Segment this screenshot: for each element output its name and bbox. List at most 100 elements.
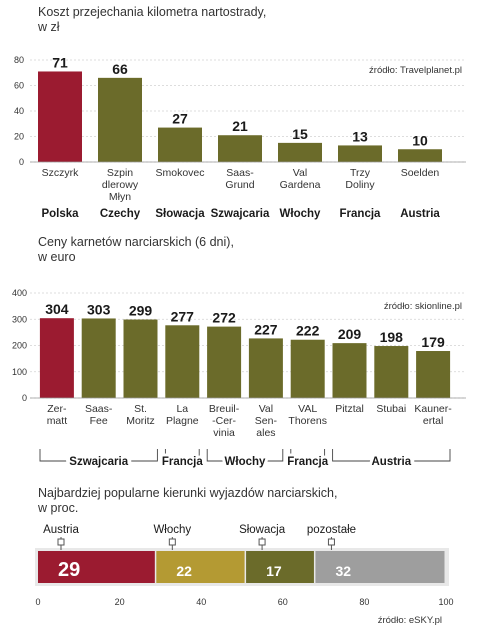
category-label-line: La (176, 403, 188, 415)
category-label: Val Sen-ales (255, 403, 278, 439)
category-label-line: Breuil- (209, 403, 240, 415)
country-label: Polska (41, 208, 79, 220)
category-label: Szpin dlerowy Młyn (102, 167, 139, 203)
category-label-line: Pitztal (335, 403, 364, 415)
category-label: Pitztal (335, 403, 364, 415)
category-label-line: Val (259, 403, 273, 415)
stack-segment (38, 551, 155, 583)
category-label-line: Stubai (376, 403, 406, 415)
group-bracket (332, 449, 451, 462)
bar (398, 149, 442, 162)
bar (248, 338, 283, 398)
stack-segment (315, 551, 445, 583)
category-label-line: -Cer- (212, 415, 236, 427)
y-tick-label: 20 (14, 132, 24, 142)
category-label-line: Smokovec (155, 167, 204, 179)
category-label-line: ales (256, 427, 275, 439)
chart-title: Koszt przejechania kilometra nartostrady… (38, 5, 266, 19)
category-label-line: Thorens (288, 415, 327, 427)
category-label-line: Moritz (126, 415, 155, 427)
pointer-marker (168, 538, 176, 546)
y-tick-label: 400 (12, 288, 27, 298)
series-label: Włochy (153, 524, 191, 536)
bar-value-label: 66 (112, 61, 128, 77)
category-label-line: Grund (225, 179, 254, 191)
country-label: Czechy (100, 208, 141, 220)
chart-source: źródło: skionline.pl (384, 301, 462, 312)
category-label-line: Sen- (255, 415, 278, 427)
segment-value-label: 29 (58, 559, 80, 581)
x-tick-label: 0 (35, 597, 40, 607)
category-label-line: Gardena (280, 179, 321, 191)
y-tick-label: 0 (19, 157, 24, 167)
group-label: Francja (287, 456, 329, 468)
category-label-line: Trzy (350, 167, 371, 179)
y-tick-label: 0 (22, 393, 27, 403)
category-label-line: Doliny (345, 179, 375, 191)
category-label: Kauner-ertal (414, 403, 452, 427)
bar-value-label: 209 (338, 326, 362, 342)
group-label: Austria (371, 456, 411, 468)
bar-value-label: 15 (292, 126, 308, 142)
y-tick-label: 100 (12, 367, 27, 377)
bar (39, 318, 74, 398)
series-label: pozostałe (307, 524, 356, 536)
chart-subtitle: w zł (37, 20, 60, 34)
category-label-line: St. (134, 403, 147, 415)
bar (332, 343, 367, 398)
bar (218, 135, 262, 162)
bar-value-label: 222 (296, 323, 320, 339)
bar-value-label: 303 (87, 301, 111, 317)
chart-subtitle: w proc. (37, 501, 78, 515)
bar (207, 326, 242, 398)
country-label: Austria (400, 208, 440, 220)
stack-segment (246, 551, 314, 583)
category-label-line: dlerowy (102, 179, 139, 191)
category-label-line: Szczyrk (42, 167, 80, 179)
segment-value-label: 17 (266, 563, 282, 579)
y-tick-label: 60 (14, 81, 24, 91)
pointer-marker (327, 538, 335, 546)
x-tick-label: 20 (115, 597, 125, 607)
category-label: Breuil--Cer-vinia (209, 403, 240, 439)
series-label: Słowacja (239, 524, 286, 536)
category-label-line: Soelden (401, 167, 440, 179)
bar-value-label: 179 (421, 334, 445, 350)
country-label: Szwajcaria (211, 208, 270, 220)
chart-subtitle: w euro (37, 250, 76, 264)
category-label: Stubai (376, 403, 406, 415)
segment-value-label: 22 (176, 563, 192, 579)
y-tick-label: 300 (12, 314, 27, 324)
country-label: Francja (340, 208, 382, 220)
series-label: Austria (43, 524, 79, 536)
bar-value-label: 27 (172, 111, 188, 127)
category-label: La Plagne (166, 403, 199, 427)
chart-2: Najbardziej popularne kierunki wyjazdów … (35, 486, 454, 626)
category-label-line: Zer- (47, 403, 67, 415)
category-label-line: Saas- (85, 403, 113, 415)
category-label: Val Gardena (280, 167, 321, 191)
group-bracket (164, 449, 200, 462)
y-tick-label: 80 (14, 55, 24, 65)
category-label: Saas-Fee (85, 403, 113, 427)
category-label: Smokovec (155, 167, 204, 179)
category-label: VAL Thorens (288, 403, 327, 427)
group-bracket (290, 449, 326, 462)
bar (38, 71, 82, 162)
chart-0: Koszt przejechania kilometra nartostrady… (14, 5, 466, 220)
category-label-line: Młyn (109, 191, 131, 203)
category-label-line: Kauner- (414, 403, 452, 415)
country-label: Włochy (280, 208, 321, 220)
bar-value-label: 13 (352, 128, 368, 144)
chart-source: źródło: Travelplanet.pl (369, 65, 462, 76)
group-label: Szwajcaria (69, 456, 128, 468)
bar-value-label: 21 (232, 118, 248, 134)
group-label: Włochy (225, 456, 266, 468)
x-tick-label: 80 (359, 597, 369, 607)
bar (338, 145, 382, 162)
x-tick-label: 100 (438, 597, 453, 607)
category-label-line: Val (293, 167, 307, 179)
category-label: Szczyrk (42, 167, 80, 179)
bar-value-label: 272 (212, 310, 236, 326)
